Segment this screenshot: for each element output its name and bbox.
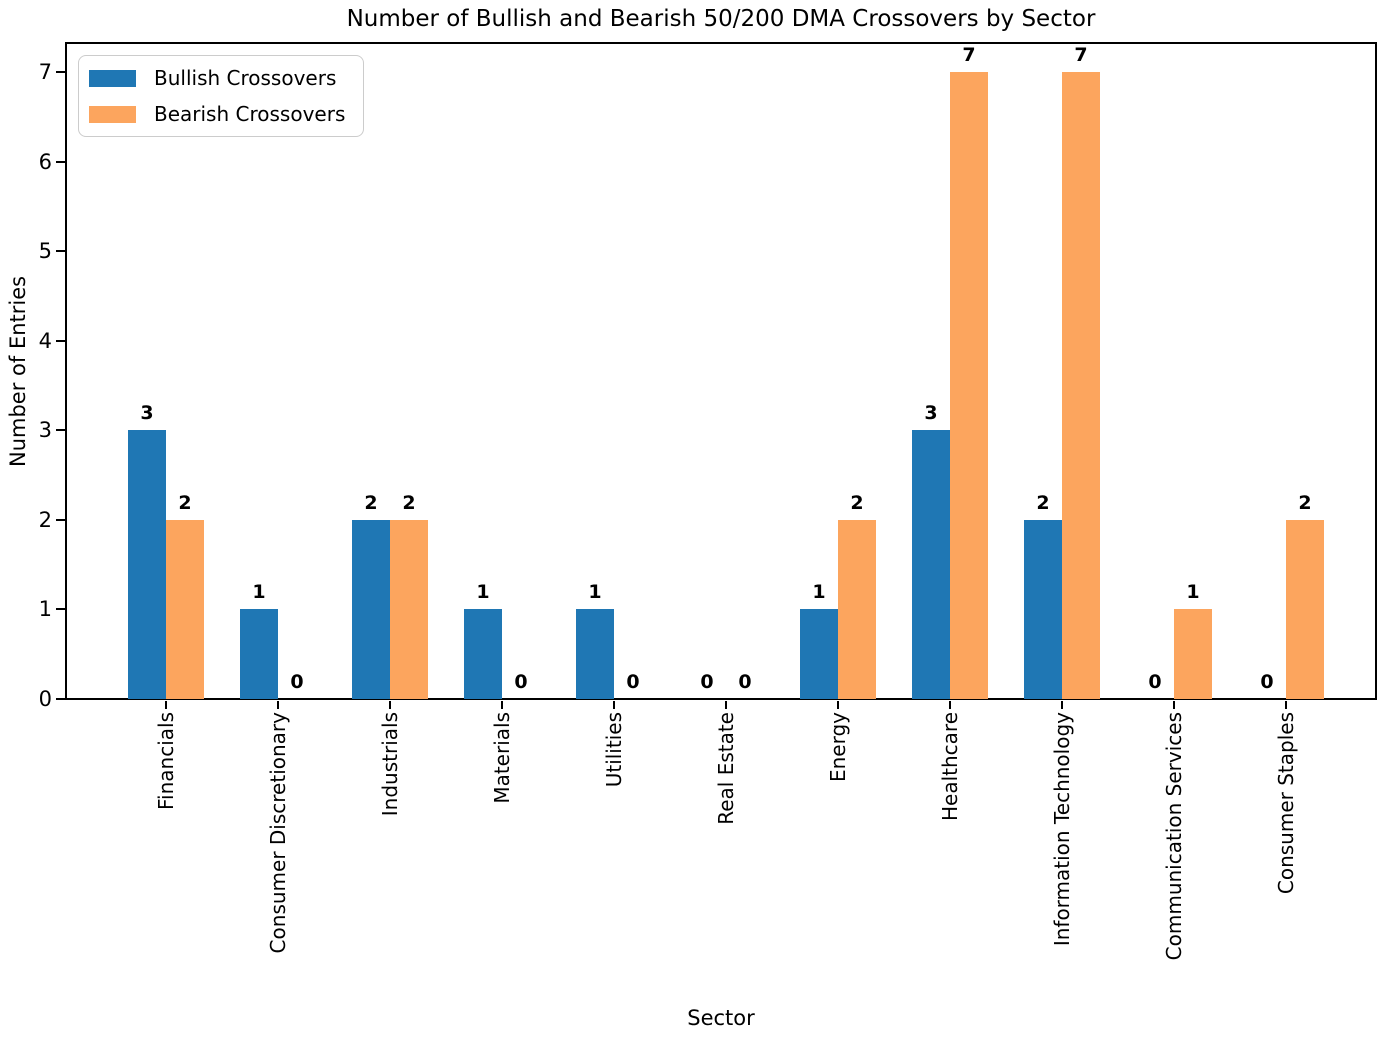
x-tick-label-materials: Materials bbox=[490, 712, 514, 804]
bar-value-label-bearish-crossovers-utilities: 0 bbox=[626, 671, 640, 693]
bar-bearish-crossovers-industrials bbox=[390, 520, 428, 699]
x-tick-label-healthcare: Healthcare bbox=[938, 712, 962, 822]
x-tick-mark bbox=[277, 701, 279, 709]
bar-value-label-bearish-crossovers-healthcare: 7 bbox=[962, 44, 976, 66]
x-tick-label-industrials: Industrials bbox=[378, 712, 402, 817]
bar-bullish-crossovers-energy bbox=[800, 609, 838, 699]
bar-value-label-bullish-crossovers-energy: 1 bbox=[812, 581, 826, 603]
x-tick-mark bbox=[1173, 701, 1175, 709]
y-tick-mark bbox=[56, 608, 65, 611]
y-tick-mark bbox=[56, 339, 65, 342]
bar-value-label-bullish-crossovers-materials: 1 bbox=[476, 581, 490, 603]
bar-value-label-bullish-crossovers-consumer-staples: 0 bbox=[1260, 671, 1274, 693]
bar-value-label-bullish-crossovers-industrials: 2 bbox=[364, 492, 378, 514]
y-tick-mark bbox=[56, 160, 65, 163]
bar-value-label-bullish-crossovers-utilities: 1 bbox=[588, 581, 602, 603]
x-tick-label-consumer-discretionary: Consumer Discretionary bbox=[266, 712, 290, 954]
bar-value-label-bearish-crossovers-communication-services: 1 bbox=[1186, 581, 1200, 603]
x-tick-label-communication-services: Communication Services bbox=[1162, 712, 1186, 961]
x-tick-mark bbox=[1061, 701, 1063, 709]
x-tick-mark bbox=[501, 701, 503, 709]
legend-label-bullish: Bullish Crossovers bbox=[154, 66, 337, 90]
y-tick-label: 6 bbox=[38, 149, 52, 174]
legend-swatch-bullish-icon bbox=[89, 69, 136, 87]
x-tick-label-consumer-staples: Consumer Staples bbox=[1274, 712, 1298, 895]
bar-value-label-bearish-crossovers-industrials: 2 bbox=[402, 492, 416, 514]
bar-value-label-bullish-crossovers-information-technology: 2 bbox=[1036, 492, 1050, 514]
bar-bearish-crossovers-financials bbox=[166, 520, 204, 699]
bar-bearish-crossovers-information-technology bbox=[1062, 72, 1100, 699]
bar-value-label-bullish-crossovers-consumer-discretionary: 1 bbox=[252, 581, 266, 603]
legend-item-bearish: Bearish Crossovers bbox=[89, 102, 345, 126]
x-tick-mark bbox=[949, 701, 951, 709]
x-tick-mark bbox=[837, 701, 839, 709]
y-tick-mark bbox=[56, 518, 65, 521]
y-tick-label: 4 bbox=[38, 328, 52, 353]
bar-bullish-crossovers-industrials bbox=[352, 520, 390, 699]
bar-bearish-crossovers-energy bbox=[838, 520, 876, 699]
y-axis-label: Number of Entries bbox=[6, 275, 30, 467]
x-tick-label-financials: Financials bbox=[154, 712, 178, 810]
x-tick-mark bbox=[725, 701, 727, 709]
y-tick-label: 5 bbox=[38, 239, 52, 264]
bar-value-label-bearish-crossovers-information-technology: 7 bbox=[1074, 44, 1088, 66]
x-tick-mark bbox=[613, 701, 615, 709]
bar-value-label-bearish-crossovers-energy: 2 bbox=[850, 492, 864, 514]
legend-label-bearish: Bearish Crossovers bbox=[154, 102, 346, 126]
legend-item-bullish: Bullish Crossovers bbox=[89, 66, 345, 90]
bar-value-label-bullish-crossovers-communication-services: 0 bbox=[1148, 671, 1162, 693]
x-tick-mark bbox=[1285, 701, 1287, 709]
bar-value-label-bullish-crossovers-healthcare: 3 bbox=[924, 402, 938, 424]
bar-bearish-crossovers-healthcare bbox=[950, 72, 988, 699]
x-tick-label-energy: Energy bbox=[826, 712, 850, 783]
y-tick-label: 7 bbox=[38, 60, 52, 84]
bar-bearish-crossovers-consumer-staples bbox=[1286, 520, 1324, 699]
plot-area bbox=[65, 42, 1377, 700]
bar-value-label-bearish-crossovers-real-estate: 0 bbox=[738, 671, 752, 693]
bar-value-label-bearish-crossovers-financials: 2 bbox=[178, 492, 192, 514]
bar-bearish-crossovers-communication-services bbox=[1174, 609, 1212, 699]
y-tick-label: 2 bbox=[38, 507, 52, 532]
bar-value-label-bearish-crossovers-consumer-staples: 2 bbox=[1298, 492, 1312, 514]
bar-value-label-bullish-crossovers-financials: 3 bbox=[140, 402, 154, 424]
x-tick-mark bbox=[165, 701, 167, 709]
bar-value-label-bearish-crossovers-materials: 0 bbox=[514, 671, 528, 693]
y-tick-mark bbox=[56, 698, 65, 700]
x-axis-label: Sector bbox=[687, 1006, 755, 1030]
bar-bullish-crossovers-healthcare bbox=[912, 430, 950, 699]
y-tick-label: 3 bbox=[38, 418, 52, 443]
y-tick-mark bbox=[56, 429, 65, 432]
x-tick-label-real-estate: Real Estate bbox=[714, 712, 738, 825]
x-tick-mark bbox=[389, 701, 391, 709]
x-tick-label-utilities: Utilities bbox=[602, 712, 626, 788]
bar-bullish-crossovers-consumer-discretionary bbox=[240, 609, 278, 699]
y-tick-label: 1 bbox=[38, 597, 52, 622]
bar-value-label-bullish-crossovers-real-estate: 0 bbox=[700, 671, 714, 693]
bar-bullish-crossovers-financials bbox=[128, 430, 166, 699]
bar-bullish-crossovers-materials bbox=[464, 609, 502, 699]
bar-bullish-crossovers-information-technology bbox=[1024, 520, 1062, 699]
y-tick-label: 0 bbox=[38, 687, 52, 711]
bar-bullish-crossovers-utilities bbox=[576, 609, 614, 699]
y-tick-mark bbox=[56, 71, 65, 73]
legend: Bullish Crossovers Bearish Crossovers bbox=[78, 55, 365, 137]
legend-swatch-bearish-icon bbox=[89, 105, 136, 123]
bar-value-label-bearish-crossovers-consumer-discretionary: 0 bbox=[290, 671, 304, 693]
y-tick-mark bbox=[56, 250, 65, 253]
chart-title: Number of Bullish and Bearish 50/200 DMA… bbox=[346, 6, 1096, 32]
x-tick-label-information-technology: Information Technology bbox=[1050, 712, 1074, 947]
